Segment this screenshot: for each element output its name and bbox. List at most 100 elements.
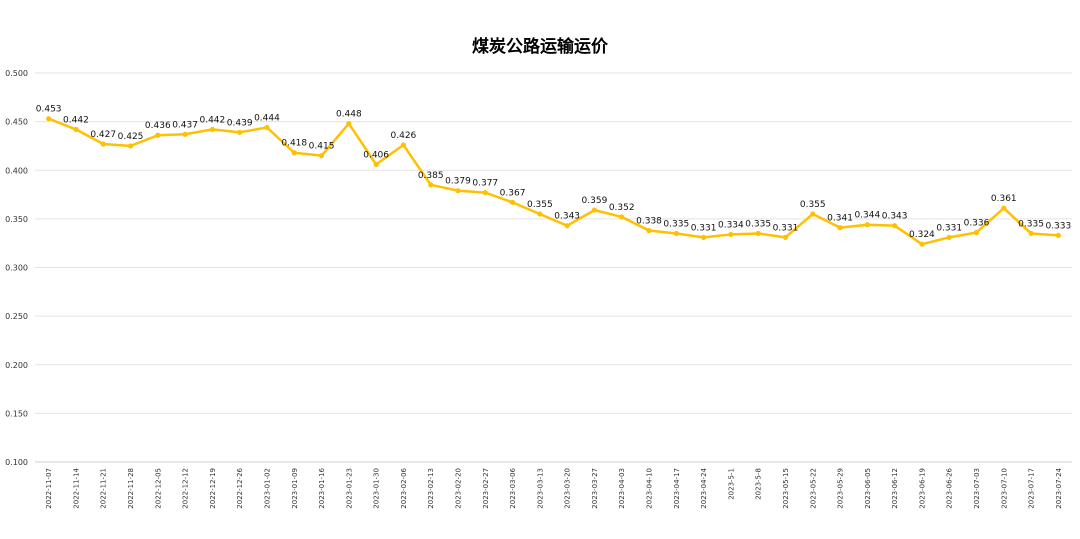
- data-label: 0.341: [827, 214, 853, 224]
- x-tick-label: 2023-06-12: [891, 468, 899, 509]
- data-label: 0.385: [418, 171, 444, 181]
- data-point: [400, 142, 407, 148]
- data-label: 0.359: [582, 196, 608, 206]
- data-label: 0.361: [991, 194, 1017, 204]
- data-point: [46, 116, 52, 122]
- x-tick-label: 2023-07-10: [1000, 468, 1008, 509]
- x-tick-label: 2022-12-12: [182, 468, 190, 509]
- y-tick-label: 0.150: [5, 409, 28, 418]
- data-point: [373, 161, 379, 168]
- data-point: [291, 150, 297, 156]
- x-tick-label: 2023-06-05: [864, 468, 872, 509]
- x-tick-label: 2023-04-03: [618, 468, 626, 509]
- data-label: 0.335: [745, 219, 771, 229]
- y-tick-label: 0.300: [5, 264, 28, 273]
- data-label: 0.436: [145, 121, 171, 131]
- x-tick-label: 2023-5-1: [727, 468, 735, 500]
- data-point: [919, 241, 925, 247]
- data-point: [591, 207, 598, 213]
- x-tick-label: 2023-05-29: [837, 468, 845, 509]
- x-tick-label: 2022-12-19: [209, 468, 217, 509]
- x-tick-label: 2023-03-27: [591, 468, 599, 509]
- data-point: [810, 211, 816, 217]
- data-label: 0.331: [936, 223, 962, 233]
- y-axis-ticks: 0.100 0.150 0.200 0.250 0.300 0.350 0.400 0.450…: [5, 69, 28, 467]
- data-label: 0.338: [636, 217, 662, 227]
- x-tick-label: 2023-04-24: [700, 467, 708, 508]
- data-label: 0.355: [800, 200, 826, 210]
- data-point: [455, 188, 461, 194]
- x-tick-label: 2023-06-26: [946, 467, 954, 508]
- x-tick-label: 2023-04-10: [646, 468, 654, 509]
- x-tick-label: 2023-01-23: [345, 468, 353, 509]
- data-point: [619, 214, 625, 220]
- data-point: [1055, 232, 1061, 239]
- y-tick-label: 0.500: [5, 69, 28, 78]
- series-line-path: [48, 117, 1059, 246]
- data-point: [127, 143, 134, 149]
- data-label: 0.448: [336, 110, 362, 120]
- data-label: 0.427: [90, 130, 116, 140]
- data-point: [237, 129, 243, 135]
- data-point: [755, 230, 761, 237]
- data-label: 0.355: [527, 200, 553, 210]
- data-label: 0.333: [1045, 221, 1071, 231]
- data-point: [864, 222, 870, 228]
- data-label: 0.379: [445, 177, 471, 187]
- data-point: [428, 182, 434, 188]
- data-point: [537, 211, 543, 217]
- x-axis-ticks: 2022-11-07 2022-11-14 2022-11-21 2022-11-28…: [45, 467, 1063, 508]
- data-point: [73, 126, 79, 133]
- data-point: [482, 190, 488, 196]
- data-point: [946, 234, 952, 240]
- data-label: 0.335: [1018, 219, 1044, 229]
- x-tick-label: 2023-01-02: [263, 468, 271, 509]
- x-tick-label: 2022-12-26: [236, 467, 244, 508]
- data-label: 0.444: [254, 113, 280, 123]
- data-point: [564, 223, 570, 229]
- data-label: 0.367: [500, 188, 526, 198]
- data-point: [346, 120, 352, 127]
- data-point: [673, 230, 679, 237]
- x-tick-label: 2023-07-24: [1055, 467, 1063, 508]
- data-point: [728, 231, 734, 238]
- data-label: 0.415: [309, 142, 335, 152]
- y-tick-label: 0.450: [5, 118, 28, 127]
- data-point: [509, 199, 516, 205]
- data-points: [46, 116, 1061, 247]
- x-tick-label: 2023-03-13: [536, 468, 544, 509]
- x-tick-label: 2022-11-14: [72, 467, 80, 508]
- data-point: [837, 225, 843, 231]
- data-label: 0.418: [281, 139, 307, 149]
- data-label: 0.453: [36, 105, 62, 115]
- chart-title: 煤炭公路运输运价: [472, 36, 609, 57]
- data-label: 0.331: [773, 223, 799, 233]
- x-tick-label: 2023-02-06: [400, 467, 408, 508]
- x-tick-label: 2022-11-28: [127, 468, 135, 509]
- data-point: [318, 153, 325, 159]
- x-tick-label: 2022-12-05: [154, 468, 162, 509]
- data-point: [782, 234, 789, 240]
- x-tick-label: 2023-01-16: [318, 467, 326, 508]
- data-label: 0.425: [118, 132, 144, 142]
- y-tick-label: 0.100: [5, 458, 28, 467]
- x-tick-label: 2022-11-21: [100, 468, 108, 509]
- data-point: [155, 132, 161, 138]
- data-label: 0.335: [663, 219, 689, 229]
- data-point: [973, 229, 980, 236]
- x-tick-label: 2023-01-09: [291, 468, 299, 509]
- x-tick-label: 2023-03-20: [564, 468, 572, 509]
- y-tick-label: 0.200: [5, 361, 28, 370]
- y-tick-label: 0.350: [5, 215, 28, 224]
- x-tick-label: 2023-07-03: [973, 468, 981, 509]
- x-tick-label: 2023-02-20: [454, 468, 462, 509]
- gridlines: [35, 72, 1072, 463]
- data-label: 0.439: [227, 118, 253, 128]
- x-tick-label: 2023-5-8: [755, 468, 763, 500]
- data-point: [1001, 205, 1007, 211]
- data-point: [1028, 230, 1034, 237]
- data-label: 0.352: [609, 203, 635, 213]
- data-label: 0.336: [964, 218, 990, 228]
- data-label: 0.343: [554, 212, 580, 222]
